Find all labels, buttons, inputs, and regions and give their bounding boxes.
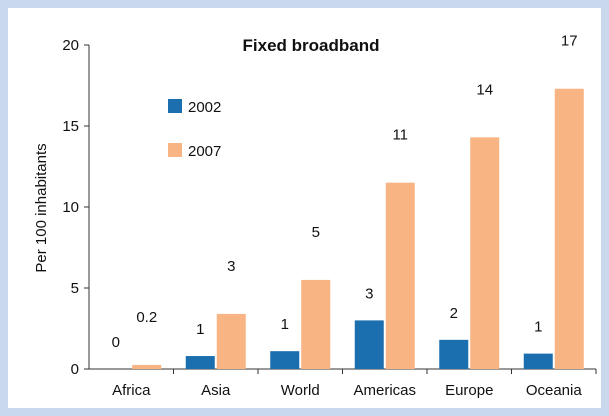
data-label: 1 xyxy=(281,316,289,333)
bars: 0 0.2 1 3 1 5 3 11 2 14 1 17 xyxy=(112,33,584,370)
chart-frame: Fixed broadband Per 100 inhabitants 0 5 10… xyxy=(8,8,601,408)
x-tick-label: Africa xyxy=(112,382,151,399)
legend-swatch-2002 xyxy=(168,99,182,113)
legend-swatch-2007 xyxy=(168,143,182,157)
legend-label-2002: 2002 xyxy=(188,99,221,116)
bar-2002-asia xyxy=(185,356,215,369)
bar-2002-oceania xyxy=(523,353,553,369)
y-axis-label: Per 100 inhabitants xyxy=(33,143,50,272)
bar-chart: Fixed broadband Per 100 inhabitants 0510… xyxy=(33,33,597,399)
data-label: 3 xyxy=(227,258,235,275)
x-tick-label: Asia xyxy=(201,382,231,399)
bar-2007-asia xyxy=(216,313,246,369)
y-tick-label: 0 xyxy=(71,361,79,378)
data-label: 14 xyxy=(476,81,493,98)
legend: 2002 2007 xyxy=(168,99,221,160)
legend-label-2007: 2007 xyxy=(188,143,221,160)
data-label: 5 xyxy=(312,224,320,241)
data-label: 1 xyxy=(534,319,542,336)
bar-2002-europe xyxy=(439,339,469,369)
y-tick-label: 15 xyxy=(62,118,79,135)
data-label: 17 xyxy=(561,33,578,50)
bar-2007-africa xyxy=(132,364,162,369)
bar-2007-americas xyxy=(385,182,415,369)
x-tick-label: Oceania xyxy=(526,382,583,399)
chart-title: Fixed broadband xyxy=(243,36,380,55)
data-label: 2 xyxy=(450,305,458,322)
y-tick-label: 10 xyxy=(62,199,79,216)
x-tick-label: World xyxy=(281,382,320,399)
y-tick-label: 5 xyxy=(71,280,79,297)
bar-2007-europe xyxy=(470,137,500,369)
data-label: 11 xyxy=(392,127,408,144)
data-label: 0.2 xyxy=(136,309,157,326)
data-label: 0 xyxy=(112,334,120,351)
bar-2002-americas xyxy=(354,320,384,369)
bar-2007-world xyxy=(301,279,331,369)
bar-2007-oceania xyxy=(554,88,584,370)
data-label: 1 xyxy=(196,321,204,338)
y-tick-label: 20 xyxy=(62,37,79,54)
bar-2002-world xyxy=(270,351,300,369)
x-tick-label: Americas xyxy=(353,382,416,399)
x-tick-label: Europe xyxy=(445,382,493,399)
data-label: 3 xyxy=(365,285,373,302)
